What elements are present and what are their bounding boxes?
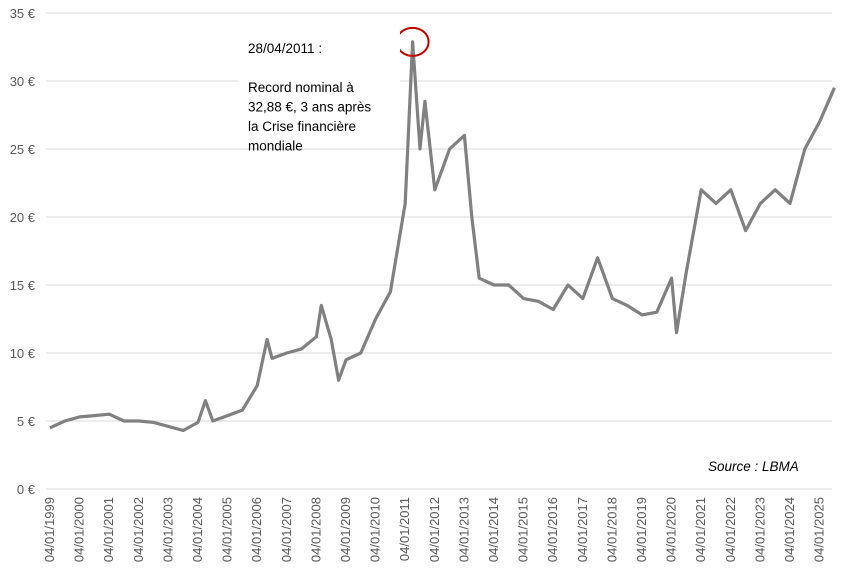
annotation-background [238, 30, 400, 148]
y-tick-label: 0 € [17, 482, 36, 497]
x-tick-label: 04/01/2011 [397, 497, 412, 561]
x-tick-label: 04/01/2001 [101, 497, 116, 562]
x-tick-label: 04/01/1999 [42, 497, 57, 562]
x-tick-label: 04/01/2007 [279, 497, 294, 562]
x-tick-label: 04/01/2005 [220, 497, 235, 562]
price-series-line [49, 40, 836, 433]
x-tick-label: 04/01/2021 [693, 497, 708, 562]
x-tick-label: 04/01/2019 [634, 497, 649, 562]
x-tick-label: 04/01/2002 [131, 497, 146, 562]
x-tick-label: 04/01/2010 [368, 497, 383, 562]
annotation-line: la Crise financière [248, 119, 356, 134]
x-tick-label: 04/01/2016 [545, 497, 560, 562]
gridlines [46, 12, 832, 422]
x-tick-label: 04/01/2017 [575, 497, 590, 562]
x-tick-label: 04/01/2025 [812, 497, 827, 562]
annotation-line: mondiale [248, 139, 303, 154]
x-tick-label: 04/01/2023 [752, 497, 767, 562]
annotation-line: 28/04/2011 : [248, 41, 322, 56]
y-tick-label: 10 € [10, 346, 36, 361]
x-tick-label: 04/01/2014 [486, 497, 501, 562]
y-tick-label: 25 € [10, 142, 36, 157]
x-tick-label: 04/01/2003 [160, 497, 175, 562]
x-tick-label: 04/01/2020 [664, 497, 679, 562]
source-label: Source : LBMA [708, 459, 799, 474]
y-tick-label: 5 € [17, 414, 36, 429]
y-tick-label: 20 € [10, 210, 36, 225]
x-tick-label: 04/01/2015 [516, 497, 531, 562]
annotation-line: Record nominal à [248, 80, 354, 95]
x-tick-label: 04/01/2000 [72, 497, 87, 562]
x-tick-label: 04/01/2024 [782, 497, 797, 562]
x-tick-label: 04/01/2004 [190, 497, 205, 562]
y-tick-label: 15 € [10, 278, 36, 293]
annotation-text: 28/04/2011 : Record nominal à 32,88 €, 3 … [248, 41, 371, 154]
x-axis-tick-labels: 04/01/1999 04/01/2000 04/01/2001 04/01/2002… [42, 497, 827, 562]
x-tick-label: 04/01/2006 [249, 497, 264, 562]
x-tick-label: 04/01/2008 [308, 497, 323, 562]
x-tick-label: 04/01/2018 [604, 497, 619, 562]
y-tick-label: 35 € [10, 6, 36, 21]
y-axis-tick-labels: 0 € 5 € 10 € 15 € 20 € 25 € 30 € 35 € [10, 6, 36, 497]
annotation-line: 32,88 €, 3 ans après [248, 100, 371, 115]
x-tick-label: 04/01/2022 [723, 497, 738, 562]
x-tick-label: 04/01/2012 [427, 497, 442, 562]
annotation-line [248, 61, 252, 76]
x-tick-label: 04/01/2013 [456, 497, 471, 562]
y-tick-label: 30 € [10, 74, 36, 89]
x-tick-label: 04/01/2009 [338, 497, 353, 562]
